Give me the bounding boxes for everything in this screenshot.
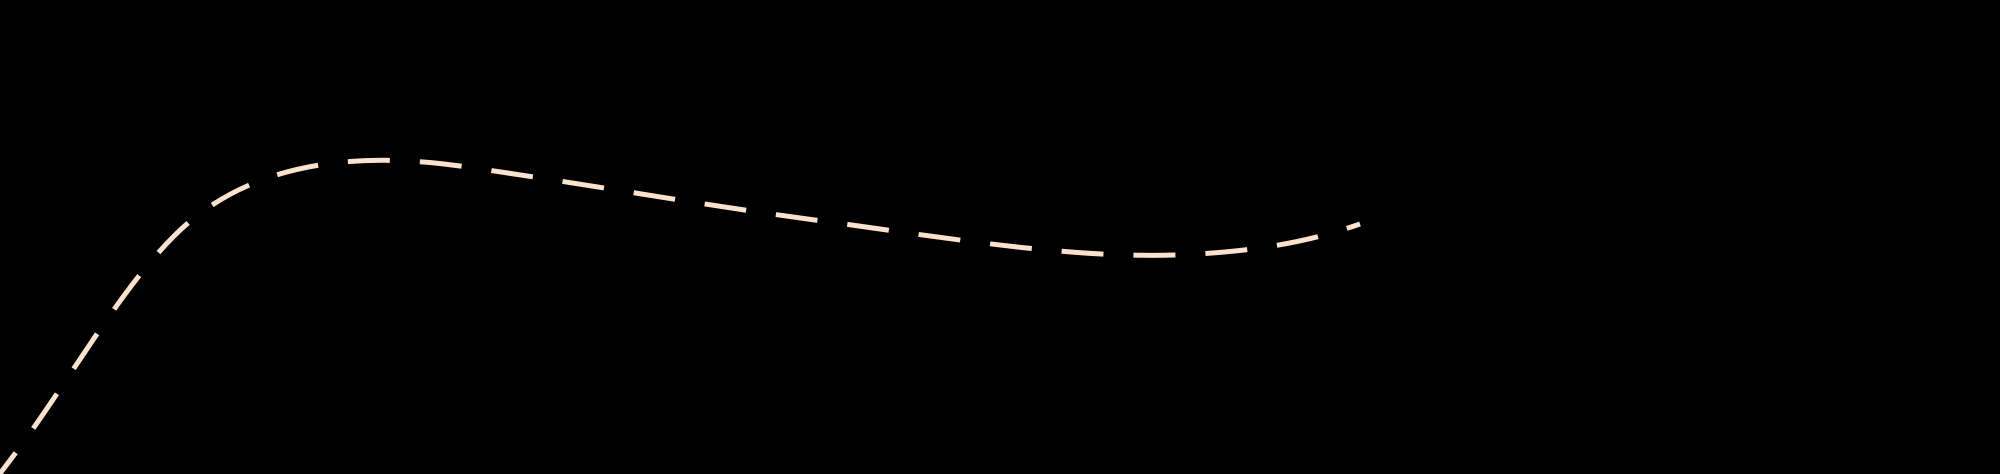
dashed-flight-path — [0, 157, 1361, 474]
